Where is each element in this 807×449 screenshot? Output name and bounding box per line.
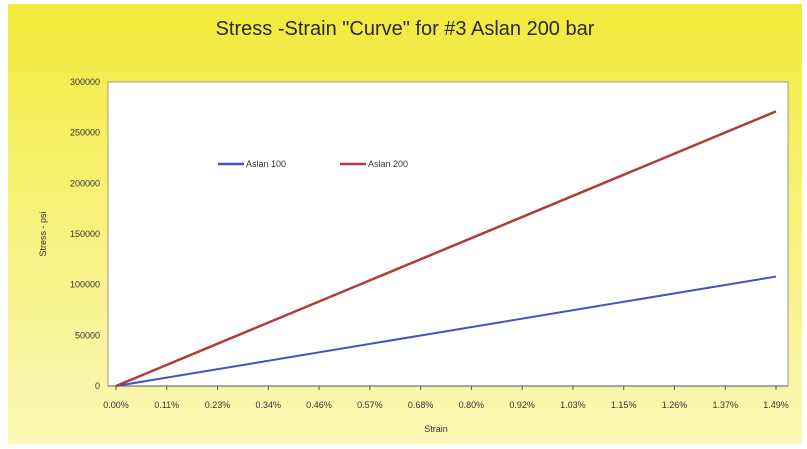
chart-title: Stress -Strain "Curve" for #3 Aslan 200 … [215, 18, 595, 40]
legend-label: Aslan 100 [246, 159, 286, 169]
x-tick-label: 0.23% [205, 400, 231, 410]
series-layer [115, 110, 777, 388]
series-line-aslan-100 [115, 275, 777, 387]
x-tick-label: 1.49% [763, 400, 789, 410]
x-tick-label: 0.92% [509, 400, 535, 410]
y-tick-label: 300000 [70, 77, 100, 87]
plot-area [107, 81, 789, 387]
x-tick-label: 0.00% [103, 400, 129, 410]
x-tick-label: 1.26% [662, 400, 688, 410]
x-tick-label: 1.15% [611, 400, 637, 410]
y-tick-label: 100000 [70, 280, 100, 290]
x-tick-label: 0.11% [154, 400, 179, 410]
x-tick-label: 0.80% [459, 400, 485, 410]
y-tick-label: 200000 [70, 178, 100, 188]
y-tick-label: 50000 [75, 330, 100, 340]
series-line-aslan-200 [115, 110, 777, 388]
y-axis-title: Stress - psi [38, 211, 48, 256]
x-axis-title: Strain [424, 424, 448, 434]
x-tick-label: 0.34% [256, 400, 282, 410]
y-tick-label: 250000 [70, 128, 100, 138]
legend: Aslan 100 Aslan 200 [218, 159, 408, 169]
chart-frame: Stress -Strain "Curve" for #3 Aslan 200 … [8, 4, 802, 444]
y-tick-label: 150000 [70, 229, 100, 239]
axes: 0 50000 100000 150000 200000 250000 300000 0.00… [70, 77, 789, 410]
x-tick-label: 0.46% [306, 400, 332, 410]
x-tick-label: 0.68% [408, 400, 434, 410]
x-tick-label: 1.37% [712, 400, 738, 410]
x-tick-label: 1.03% [560, 400, 586, 410]
legend-label: Aslan 200 [368, 159, 408, 169]
x-tick-label: 0.57% [357, 400, 383, 410]
chart-svg: 0 50000 100000 150000 200000 250000 300000 0.00… [38, 77, 789, 434]
y-tick-label: 0 [95, 381, 100, 391]
